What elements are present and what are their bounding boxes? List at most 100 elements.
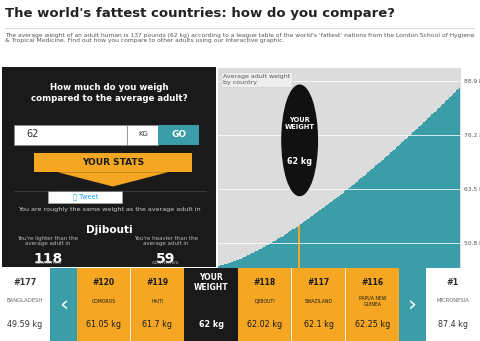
Bar — [223, 265, 224, 341]
FancyBboxPatch shape — [238, 268, 291, 341]
Bar — [273, 241, 275, 341]
Bar — [296, 227, 298, 341]
Bar — [438, 108, 440, 341]
FancyBboxPatch shape — [34, 153, 192, 172]
Bar — [228, 263, 229, 341]
Bar — [280, 237, 281, 341]
Bar — [370, 170, 372, 341]
Bar — [411, 134, 412, 341]
Bar — [352, 185, 354, 341]
Bar — [251, 253, 252, 341]
Bar — [372, 168, 374, 341]
Bar — [378, 163, 380, 341]
Bar — [246, 256, 247, 341]
Bar — [355, 183, 356, 341]
Text: 61.7 kg: 61.7 kg — [143, 321, 172, 329]
Bar — [250, 254, 251, 341]
Bar — [224, 265, 225, 341]
Bar — [257, 251, 258, 341]
Bar — [259, 249, 261, 341]
Bar — [445, 101, 446, 341]
Bar — [218, 266, 220, 341]
Bar — [449, 97, 451, 341]
Bar — [443, 104, 444, 341]
Bar — [409, 135, 411, 341]
Bar — [359, 179, 360, 341]
Bar — [437, 109, 438, 341]
Text: ‹: ‹ — [59, 294, 68, 314]
Text: KG: KG — [138, 131, 148, 137]
Bar — [448, 99, 449, 341]
Bar — [310, 217, 311, 341]
Text: #177: #177 — [13, 278, 36, 287]
Text: Djibouti: Djibouti — [86, 225, 133, 235]
FancyBboxPatch shape — [158, 125, 199, 145]
Bar — [343, 193, 344, 341]
Bar — [300, 224, 302, 341]
Bar — [303, 222, 304, 341]
FancyBboxPatch shape — [399, 268, 426, 341]
Bar — [267, 245, 269, 341]
Bar — [419, 126, 420, 341]
Bar — [232, 262, 233, 341]
Text: ›: › — [408, 294, 417, 314]
Bar — [330, 202, 332, 341]
Bar — [380, 162, 381, 341]
Bar — [393, 150, 395, 341]
Text: #119: #119 — [146, 278, 168, 287]
Bar — [351, 186, 352, 341]
FancyBboxPatch shape — [2, 67, 216, 267]
Bar — [340, 195, 341, 341]
Text: HAITI: HAITI — [151, 299, 164, 304]
Bar — [396, 147, 397, 341]
Bar — [432, 115, 433, 341]
FancyBboxPatch shape — [14, 125, 127, 145]
Bar — [281, 237, 283, 341]
Bar — [349, 187, 351, 341]
Bar — [258, 250, 259, 341]
Bar — [392, 151, 393, 341]
Bar — [298, 226, 299, 341]
Text: #116: #116 — [361, 278, 384, 287]
Bar — [309, 218, 310, 341]
Bar — [276, 240, 277, 341]
Bar — [337, 197, 338, 341]
Bar — [291, 231, 292, 341]
Text: MICRONESIA: MICRONESIA — [436, 298, 469, 303]
Bar — [441, 105, 443, 341]
Bar — [318, 211, 320, 341]
Bar — [235, 261, 236, 341]
Bar — [423, 122, 425, 341]
Bar — [363, 176, 364, 341]
Bar — [377, 164, 378, 341]
Bar — [254, 252, 255, 341]
FancyBboxPatch shape — [292, 268, 345, 341]
Text: 62 kg: 62 kg — [287, 157, 312, 166]
Bar — [307, 219, 309, 341]
Bar — [338, 196, 340, 341]
Bar — [435, 110, 437, 341]
Bar — [347, 189, 348, 341]
Bar — [244, 257, 246, 341]
Text: #117: #117 — [308, 278, 330, 287]
Bar — [397, 146, 399, 341]
Bar — [440, 106, 441, 341]
Text: The world's fattest countries: how do you compare?: The world's fattest countries: how do yo… — [5, 7, 395, 20]
Bar — [332, 201, 333, 341]
Text: 49.59 kg: 49.59 kg — [7, 321, 43, 329]
FancyBboxPatch shape — [184, 268, 238, 341]
Text: countries: countries — [34, 260, 62, 265]
Bar — [426, 120, 427, 341]
Bar — [408, 136, 409, 341]
FancyBboxPatch shape — [50, 268, 77, 341]
Text: 62: 62 — [26, 129, 39, 139]
Polygon shape — [58, 172, 168, 187]
Bar — [354, 184, 355, 341]
Bar — [227, 264, 228, 341]
Bar — [236, 260, 238, 341]
Text: How much do you weigh
compared to the average adult?: How much do you weigh compared to the av… — [31, 83, 188, 103]
Bar — [284, 235, 285, 341]
Bar — [453, 93, 455, 341]
Bar — [285, 234, 287, 341]
Bar — [220, 265, 221, 341]
